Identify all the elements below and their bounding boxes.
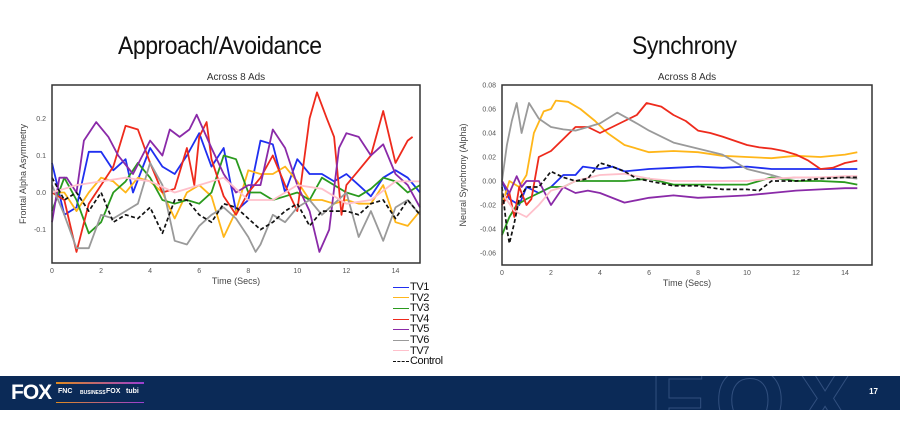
brand-fox-logo: FOX (106, 388, 121, 395)
legend-item-tv2: TV2 (393, 291, 453, 304)
legend-item-tv6: TV6 (393, 335, 453, 346)
x-tick-label: 2 (549, 270, 553, 277)
legend-swatch (393, 350, 409, 352)
brand-fnc-logo: FNC (58, 388, 73, 395)
brand-strip-top-line (56, 382, 144, 384)
legend-item-tv1: TV1 (393, 282, 453, 293)
series-line-tv5 (501, 175, 858, 206)
legend-label: TV1 (410, 281, 429, 293)
legend-label: TV2 (410, 291, 429, 304)
legend-item-tv4: TV4 (393, 312, 453, 325)
legend-swatch (393, 297, 409, 299)
y-tick-label: -0.1 (34, 227, 46, 234)
synchrony-chart: Across 8 Ads 0 2 4 6 8 10 12 14 -0.06 -0.04 -0.02 0.… (458, 72, 873, 288)
approach-avoidance-chart: Across 8 Ads 0 2 4 6 8 10 12 14 -0.1 0.0 0.1 0.2 Time… (18, 72, 421, 286)
legend-item-control: Control (393, 356, 453, 367)
x-tick-label: 12 (792, 270, 800, 277)
plot-area (502, 85, 872, 265)
x-tick-label: 8 (246, 268, 250, 275)
legend-swatch (393, 360, 409, 362)
y-tick-label: 0.2 (36, 116, 46, 123)
y-axis-label: Neural Synchrony (Alpha) (458, 123, 468, 226)
x-axis-label: Time (Secs) (663, 278, 711, 288)
series-group (51, 91, 421, 253)
slide-title-synchrony: Synchrony (632, 32, 737, 60)
y-tick-label: 0.02 (482, 155, 496, 162)
plot-frame (501, 84, 873, 266)
chart-title: Across 8 Ads (658, 72, 716, 83)
legend-label: TV3 (410, 302, 429, 315)
series-line-control (51, 177, 421, 235)
legend-swatch (393, 307, 409, 309)
x-tick-label: 14 (392, 268, 400, 275)
series-line-tv4 (501, 102, 858, 218)
x-tick-label: 6 (197, 268, 201, 275)
legend-label: TV4 (410, 312, 429, 325)
y-tick-label: 0.06 (482, 107, 496, 114)
x-tick-label: 12 (343, 268, 351, 275)
y-tick-label: 0.00 (482, 179, 496, 186)
series-line-tv7 (501, 172, 858, 218)
legend-label: TV6 (410, 333, 429, 346)
x-tick-label: 10 (743, 270, 751, 277)
series-line-tv4 (51, 91, 414, 253)
x-tick-label: 0 (50, 268, 54, 275)
legend-label: TV7 (410, 344, 429, 357)
y-tick-label: -0.02 (480, 203, 496, 210)
x-axis-label: Time (Secs) (212, 276, 260, 286)
chart-legend: TV1 TV2 TV3 TV4 TV5 TV6 TV7 Control (393, 282, 453, 367)
brand-strip: FNC BUSINESS FOX tubi (56, 382, 144, 403)
x-tick-label: 14 (841, 270, 849, 277)
x-tick-label: 4 (598, 270, 602, 277)
legend-label: TV5 (410, 323, 429, 336)
footer-watermark-logo: FOX (649, 376, 865, 410)
chart-title: Across 8 Ads (207, 72, 265, 83)
y-axis-label: Frontal Alpha Asymmetry (18, 123, 28, 224)
y-tick-label: 0.1 (36, 153, 46, 160)
x-tick-label: 8 (696, 270, 700, 277)
fox-logo: FOX (11, 381, 52, 404)
x-tick-label: 6 (647, 270, 651, 277)
brand-business-logo: BUSINESS (80, 390, 106, 396)
plot-area (52, 85, 420, 263)
legend-item-tv5: TV5 (393, 324, 453, 335)
y-tick-label: 0.04 (482, 131, 496, 138)
series-line-tv3 (51, 154, 421, 235)
series-line-tv6 (51, 162, 421, 253)
series-group (501, 99, 858, 245)
y-tick-label: 0.08 (482, 83, 496, 90)
series-line-control (501, 162, 858, 245)
brand-tubi-logo: tubi (126, 388, 139, 395)
plot-frame (51, 84, 421, 264)
legend-swatch (393, 318, 409, 320)
legend-swatch (393, 339, 409, 341)
footer-bar: FOX FOX FNC BUSINESS FOX tubi 17 (0, 376, 900, 410)
x-tick-label: 4 (148, 268, 152, 275)
series-line-tv2 (501, 99, 858, 206)
page-number: 17 (869, 387, 878, 396)
slide-title-approach-avoidance: Approach/Avoidance (118, 32, 322, 60)
legend-swatch (393, 286, 409, 288)
y-tick-label: 0.0 (36, 190, 46, 197)
y-tick-label: -0.06 (480, 251, 496, 258)
x-tick-label: 10 (293, 268, 301, 275)
legend-item-tv7: TV7 (393, 344, 453, 357)
series-line-tv2 (52, 165, 421, 238)
series-line-tv7 (51, 176, 420, 205)
y-tick-label: -0.04 (480, 227, 496, 234)
legend-label: Control (410, 355, 443, 368)
x-tick-label: 0 (500, 270, 504, 277)
x-tick-label: 2 (99, 268, 103, 275)
brand-strip-bottom-line (56, 401, 144, 403)
legend-swatch (393, 329, 409, 331)
legend-item-tv3: TV3 (393, 303, 453, 314)
